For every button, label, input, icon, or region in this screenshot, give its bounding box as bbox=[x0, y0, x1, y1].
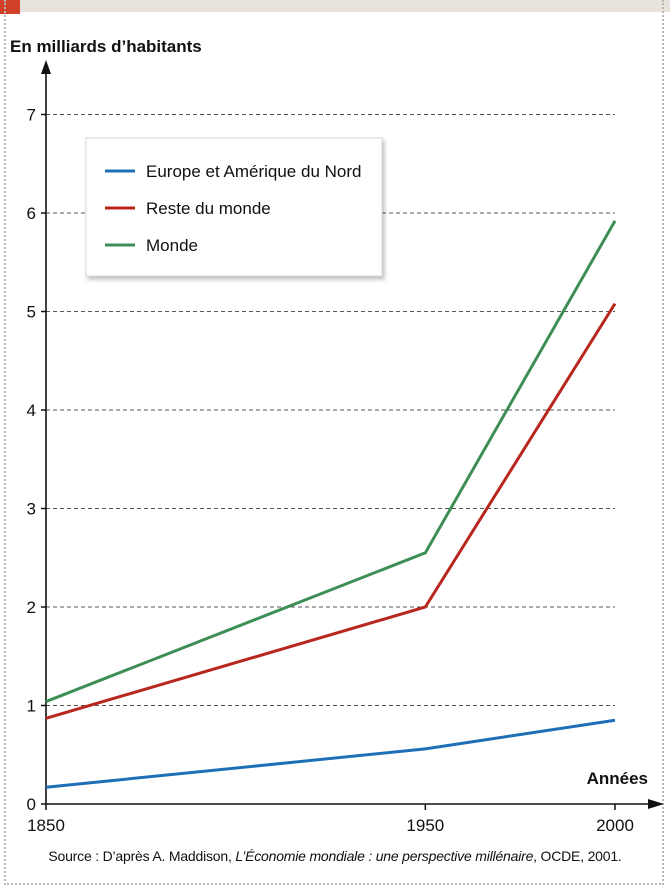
x-tick-label: 1950 bbox=[406, 816, 444, 835]
y-tick-label: 4 bbox=[27, 401, 36, 420]
axes: 0 1 2 3 4 5 6 7 1850 1950 2000 bbox=[27, 60, 664, 835]
legend-label: Monde bbox=[146, 236, 198, 255]
y-tick-label: 0 bbox=[27, 795, 36, 814]
top-bar bbox=[0, 0, 670, 12]
legend: Europe et Amérique du Nord Reste du monde… bbox=[85, 137, 383, 277]
series-line-3 bbox=[45, 220, 617, 703]
y-axis-arrow bbox=[41, 60, 51, 74]
x-tick-label: 1850 bbox=[27, 816, 65, 835]
source-caption: Source : D’après A. Maddison, L’Économie… bbox=[0, 848, 670, 864]
chart-frame bbox=[4, 0, 664, 885]
source-prefix: Source : D’après A. Maddison, bbox=[48, 848, 236, 864]
series-line-1 bbox=[45, 718, 616, 789]
legend-label: Europe et Amérique du Nord bbox=[146, 162, 361, 181]
legend-box bbox=[85, 137, 383, 277]
x-axis-arrow bbox=[648, 799, 664, 809]
y-tick-label: 3 bbox=[27, 500, 36, 519]
y-tick-label: 2 bbox=[27, 598, 36, 617]
x-axis-label: Années bbox=[587, 769, 648, 788]
x-tick-label: 2000 bbox=[596, 816, 634, 835]
y-tick-label: 6 bbox=[27, 204, 36, 223]
source-work-title: L’Économie mondiale : une perspective mi… bbox=[235, 848, 534, 864]
y-tick-label: 5 bbox=[27, 303, 36, 322]
series-lines bbox=[45, 220, 617, 789]
series-line-2 bbox=[45, 302, 617, 720]
y-tick-label: 7 bbox=[27, 106, 36, 125]
source-suffix: , OCDE, 2001. bbox=[533, 848, 622, 864]
y-axis-label: En milliards d’habitants bbox=[10, 37, 202, 56]
legend-label: Reste du monde bbox=[146, 199, 271, 218]
y-tick-label: 1 bbox=[27, 697, 36, 716]
